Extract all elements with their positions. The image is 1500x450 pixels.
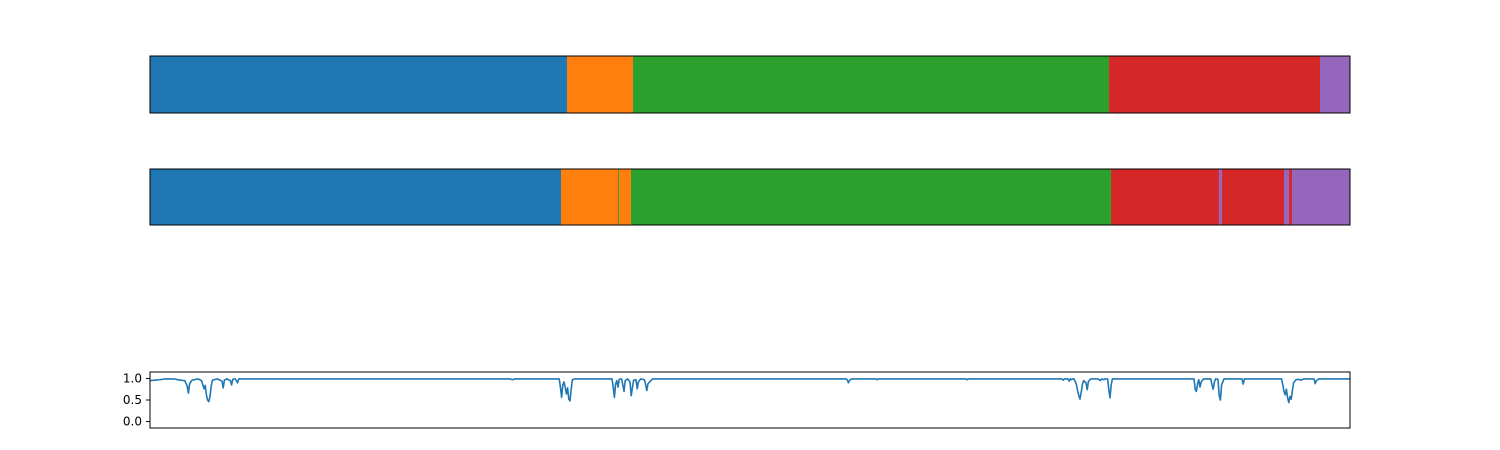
segment-bar-4: [1320, 56, 1350, 113]
segment-bar-5: [1110, 169, 1219, 225]
segment-bar-0: [150, 169, 561, 225]
segment-bar-1: [561, 169, 618, 225]
y-tick-label: 0.0: [123, 415, 142, 429]
segmentation-bar-middle: [149, 168, 1351, 226]
segment-bar-9: [1289, 169, 1293, 225]
segment-bar-7: [1221, 169, 1284, 225]
axes-frame: [149, 55, 1351, 114]
segment-bar-0: [150, 56, 567, 113]
segment-bar-8: [1284, 169, 1290, 225]
confidence-series-line-0: [149, 378, 1350, 404]
segment-bar-2: [633, 56, 1110, 113]
segment-bar-3: [618, 169, 631, 225]
segment-bar-1: [567, 56, 633, 113]
segment-bar-3: [1109, 56, 1320, 113]
confidence-line-chart: 0.0 0.5 1.0: [123, 371, 1351, 429]
segment-bar-2: [618, 169, 619, 225]
segment-bar-4: [630, 169, 1111, 225]
segment-bar-6: [1218, 169, 1222, 225]
axes-frame: [149, 168, 1351, 226]
y-tick-label: 0.5: [123, 393, 142, 407]
segmentation-bar-top: [149, 55, 1351, 114]
segment-bar-10: [1292, 169, 1350, 225]
y-tick-label: 1.0: [123, 371, 142, 385]
